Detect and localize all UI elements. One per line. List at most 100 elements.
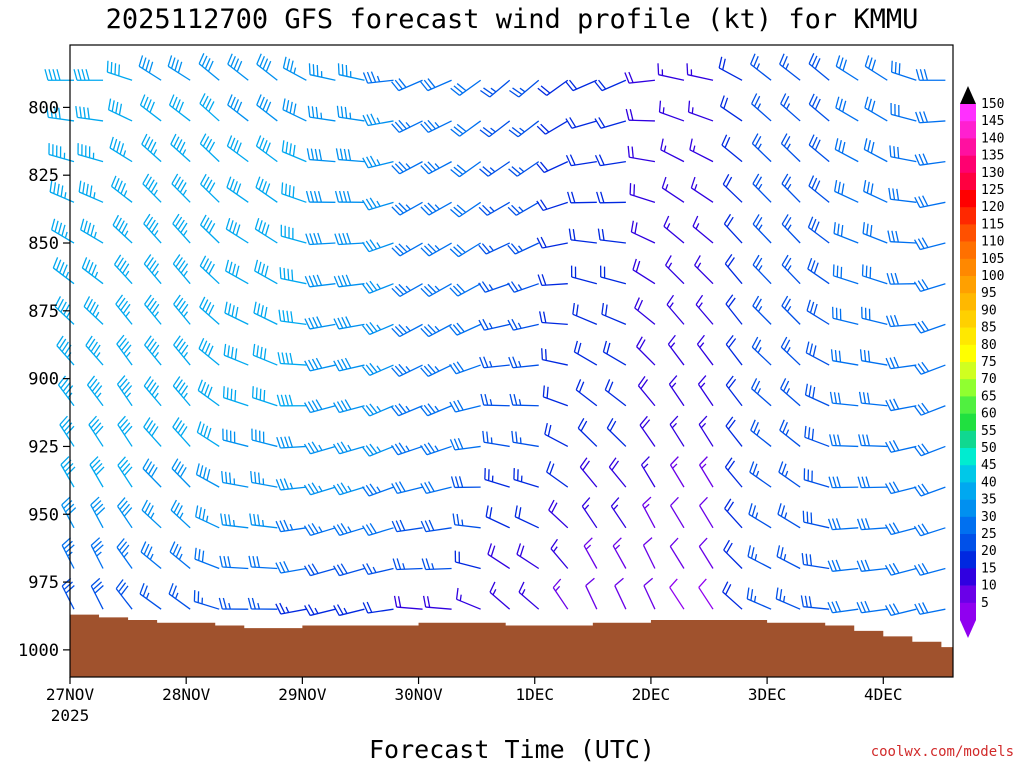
barb-flag-full [289,101,293,114]
barb-flag-full [807,257,813,270]
barb-shaft [396,606,423,610]
barb-shaft [252,396,278,407]
barb-flag-full [123,466,133,476]
barb-flag-half [405,121,411,128]
colorbar-label: 110 [981,235,1004,250]
wind-barb [568,228,597,244]
barb-flag-full [175,257,183,268]
barb-flag-full [141,57,147,69]
barb-shaft [751,388,772,407]
barb-flag-full [44,69,49,81]
barb-shaft [428,283,452,297]
barb-flag-full [921,523,929,534]
wind-barb [550,538,569,569]
wind-barb [579,457,598,488]
colorbar-label: 85 [981,321,997,336]
barb-flag-full [311,400,319,411]
wind-barb [449,322,481,336]
barb-flag-full [202,217,210,229]
barb-flag-full [885,441,892,453]
barb-flag-half [232,519,236,527]
barb-flag-half [95,352,101,358]
wind-barb [632,258,656,285]
barb-flag-full [725,334,734,345]
barb-flag-full [804,383,809,396]
wind-barb [808,134,830,163]
barb-flag-full [178,341,186,352]
barb-flag-full [834,138,839,150]
barb-shaft [572,79,598,92]
barb-flag-full [752,214,760,225]
barb-flag-half [666,223,671,230]
wind-barb [801,553,830,570]
barb-flag-half [489,167,496,173]
barb-flag-full [569,154,576,166]
wind-barb [596,191,626,204]
barb-flag-full [860,560,867,572]
wind-barb [915,69,946,81]
barb-flag-full [229,178,235,190]
barb-shaft [570,239,597,244]
barb-flag-full [511,318,518,330]
barb-shaft [832,360,859,366]
barb-shaft [748,513,772,529]
barb-shaft [223,354,249,366]
barb-flag-full [177,382,186,393]
barb-flag-full [725,176,733,188]
barb-shaft [781,305,801,325]
barb-flag-full [265,142,271,154]
barb-flag-full [394,163,404,173]
barb-flag-full [747,545,752,557]
barb-flag-full [420,520,427,532]
barb-flag-full [884,483,892,494]
x-tick-label: 29NOV [278,685,327,704]
barb-flag-full [314,148,319,161]
barb-flag-full [695,294,704,305]
wind-barb [171,173,191,203]
barb-flag-full [922,153,929,165]
barb-flag-full [202,299,209,311]
barb-flag-half [405,245,411,251]
barb-flag-full [919,69,925,81]
barb-flag-half [434,204,440,210]
barb-shaft [456,323,481,336]
barb-flag-half [786,388,791,395]
barb-flag-full [60,378,69,389]
barb-flag-full [57,222,63,235]
barb-flag-full [117,497,126,507]
barb-flag-full [394,204,404,214]
wind-barb [478,318,510,331]
wind-barb [454,550,481,570]
barb-shaft [428,161,452,175]
barb-flag-full [332,443,341,455]
colorbar-label: 40 [981,475,997,490]
barb-shaft [169,104,191,122]
barb-flag-full [333,605,340,616]
wind-barb [172,213,191,244]
barb-flag-full [568,228,572,240]
wind-barb [548,499,569,529]
barb-shaft [920,445,946,457]
barb-flag-full [289,352,294,365]
barb-flag-full [537,274,543,286]
colorbar-top-arrow [960,86,976,104]
barb-flag-full [580,420,588,432]
barb-flag-full [46,105,49,118]
barb-shaft [920,486,946,497]
colorbar-label: 90 [981,303,997,318]
wind-barb [536,161,569,174]
barb-flag-half [318,485,323,492]
barb-shaft [752,305,772,325]
barb-shaft [632,269,656,285]
barb-flag-full [178,101,184,113]
wind-barb [777,503,801,529]
barb-flag-full [689,138,693,150]
barb-flag-half [178,553,183,560]
barb-flag-full [340,523,348,534]
barb-flag-full [784,298,791,310]
wind-barb [913,443,946,457]
barb-flag-full [85,183,89,196]
barb-flag-full [660,138,664,150]
barb-shaft [699,505,714,529]
wind-barb [884,562,917,576]
